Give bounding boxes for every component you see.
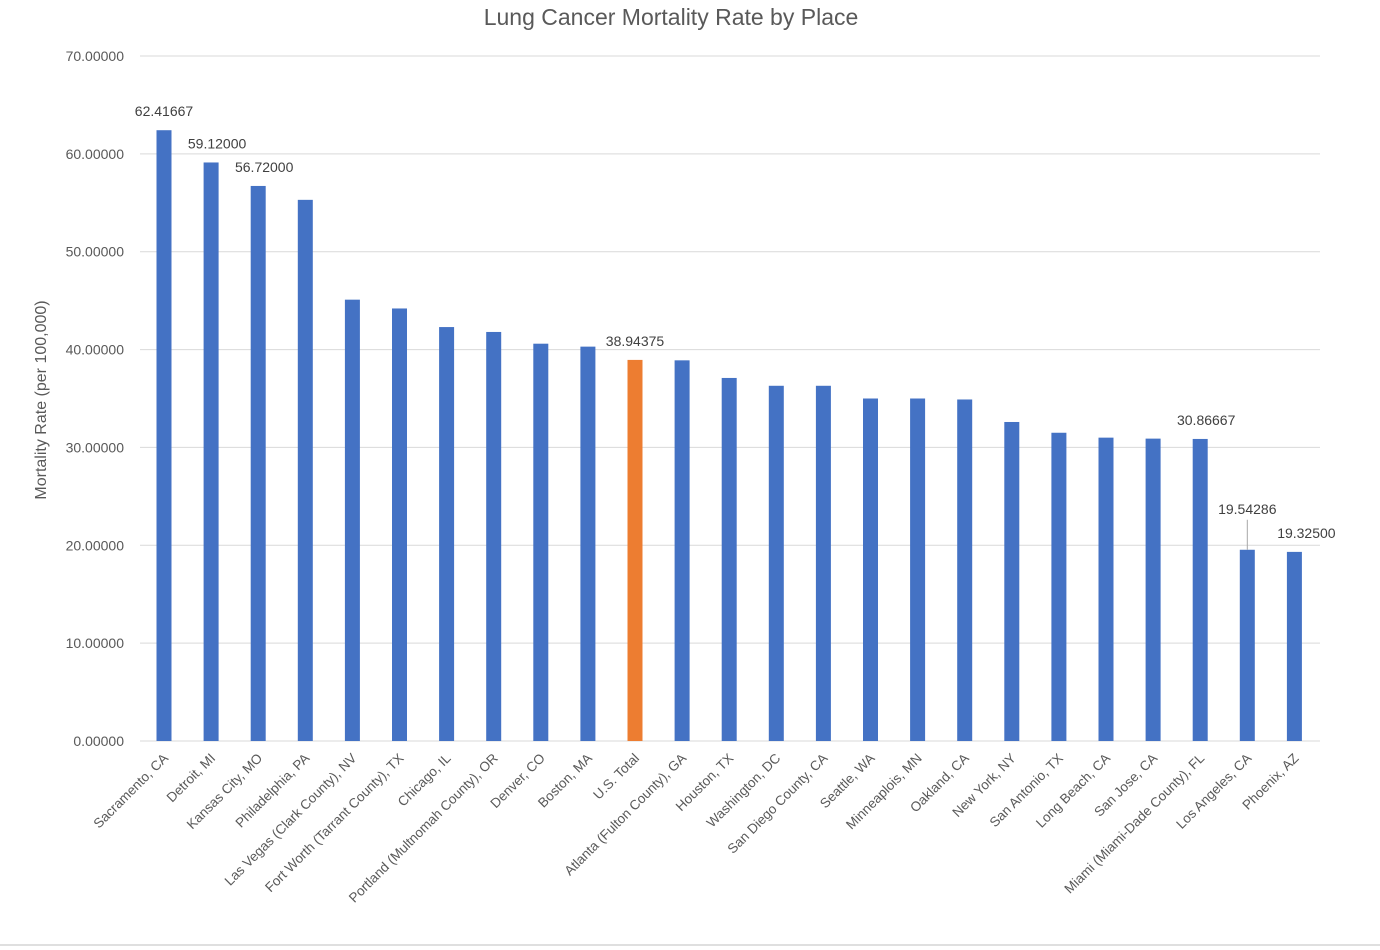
y-tick-label: 20.00000: [66, 537, 125, 553]
data-label: 59.12000: [188, 135, 247, 151]
bar: [674, 360, 690, 741]
y-axis-label: Mortality Rate (per 100,000): [33, 300, 50, 499]
data-labels: 62.41667 59.12000 56.72000 38.94375 30.86667…: [135, 103, 1336, 541]
bar: [344, 299, 360, 741]
y-tick-label: 70.00000: [66, 48, 125, 64]
bar: [1051, 432, 1067, 741]
bar: [1286, 551, 1302, 741]
y-tick-label: 30.00000: [66, 439, 125, 455]
y-tick-label: 50.00000: [66, 244, 125, 260]
y-axis-ticks: 0.00000 10.00000 20.00000 30.00000 40.00000 5…: [66, 48, 125, 749]
bars: [156, 130, 1302, 742]
bar: [1004, 421, 1020, 741]
data-label: 30.86667: [1177, 412, 1236, 428]
bar: [721, 377, 737, 741]
bar: [297, 199, 313, 742]
bar: [627, 359, 643, 741]
bar: [1098, 437, 1114, 741]
bar: [768, 385, 784, 741]
chart-title: Lung Cancer Mortality Rate by Place: [484, 4, 859, 30]
bar: [580, 346, 596, 741]
data-label: 56.72000: [235, 159, 294, 175]
bar: [1239, 549, 1255, 741]
y-tick-label: 10.00000: [66, 635, 125, 651]
data-label: 19.54286: [1218, 501, 1277, 517]
data-label: 19.32500: [1277, 525, 1336, 541]
bar: [957, 399, 973, 741]
x-category-label: Sacramento, CA: [90, 751, 171, 832]
y-tick-label: 60.00000: [66, 146, 125, 162]
data-label: 38.94375: [606, 333, 665, 349]
data-label: 62.41667: [135, 103, 194, 119]
bar: [1192, 438, 1208, 741]
bar: [1145, 438, 1161, 741]
bar: [815, 385, 831, 741]
y-tick-label: 0.00000: [73, 733, 124, 749]
bar: [250, 185, 266, 741]
bar: [910, 398, 926, 741]
bar: [863, 398, 878, 741]
bar: [486, 331, 502, 741]
bar: [392, 308, 407, 741]
bar: [439, 327, 455, 741]
bar: [203, 162, 219, 741]
bar: [533, 343, 549, 741]
y-tick-label: 40.00000: [66, 342, 125, 358]
bar: [156, 130, 172, 741]
